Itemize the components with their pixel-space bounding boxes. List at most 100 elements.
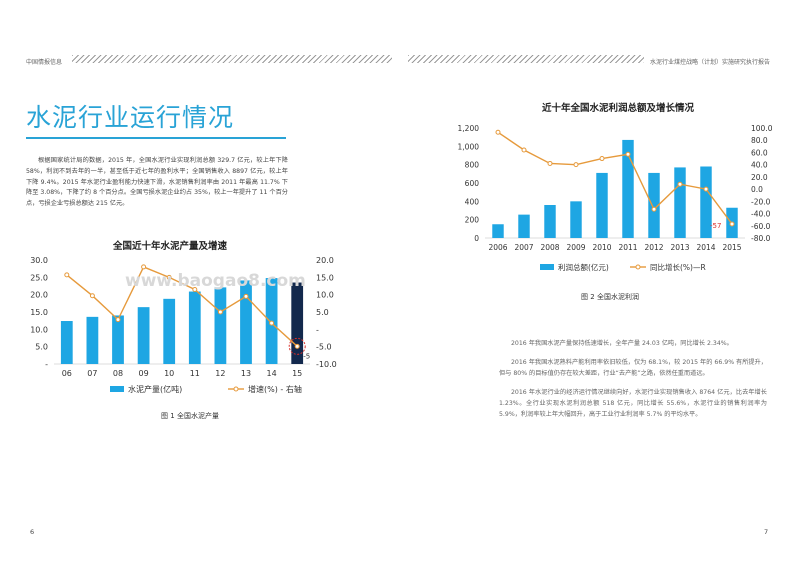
growth-point — [294, 343, 300, 349]
bar — [622, 139, 634, 238]
chart1-production: 30.0 25.0 20.0 15.0 10.0 5.0 - 20.0 15.0 10.0 5.0 -… — [30, 256, 337, 394]
legend-bar-swatch — [110, 386, 124, 392]
category-label: 2008 — [540, 243, 559, 252]
watermark-text: www.baogao8.com — [125, 271, 306, 291]
category-label: 14 — [267, 369, 277, 378]
right-tick-label: 100.0 — [751, 124, 773, 133]
right-tick-label: - — [316, 325, 319, 334]
category-label: 07 — [87, 369, 97, 378]
right-tick-label: -5.0 — [316, 343, 332, 352]
right-paragraph-1: 2016 年我国水泥产量保持低速增长，全年产量 24.03 亿吨，同比增长 2.… — [511, 340, 733, 347]
header-hatch-right — [408, 55, 644, 63]
right-tick-label: 5.0 — [316, 308, 329, 317]
chart2-profit: 1,200 1,000 800 600 400 200 0 100.0 80.0 60.0 40.0… — [458, 124, 773, 272]
category-label: 2015 — [722, 243, 741, 252]
bar — [700, 166, 712, 238]
annotation-label: -5 — [303, 352, 310, 360]
growth-point — [115, 317, 121, 323]
left-tick-label: 600 — [465, 179, 480, 188]
right-paragraph-2: 2016 年我国水泥熟料产能利用率依旧较低，仅为 68.1%，较 2015 年的… — [499, 359, 767, 377]
chart1-title: 全国近十年水泥产量及增速 — [112, 241, 227, 252]
annotation-circle — [288, 337, 306, 355]
right-tick-label: 80.0 — [751, 136, 768, 145]
category-label: 2010 — [592, 243, 611, 252]
category-label: 2013 — [670, 243, 689, 252]
bar — [163, 298, 176, 364]
growth-point — [729, 221, 735, 227]
left-tick-label: 10.0 — [30, 325, 48, 334]
bar — [648, 172, 660, 238]
growth-point — [495, 129, 501, 135]
legend-bar-label: 利润总额(亿元) — [558, 262, 609, 272]
right-tick-label: 20.0 — [751, 173, 768, 182]
intro-paragraph: 根据国家统计局的数据，2015 年，全国水泥行业实现利润总额 329.7 亿元，… — [26, 157, 288, 208]
category-label: 08 — [113, 369, 123, 378]
growth-point — [625, 151, 631, 157]
growth-point — [677, 181, 683, 187]
right-tick-label: 20.0 — [316, 256, 334, 265]
category-label: 11 — [190, 369, 200, 378]
category-label: 2006 — [488, 243, 507, 252]
right-tick-label: 0.0 — [751, 185, 763, 194]
right-tick-label: 10.0 — [316, 291, 334, 300]
right-paragraph-3: 2016 年水泥行业的经济运行情况继续向好，水泥行业实现销售收入 8764 亿元… — [499, 389, 767, 418]
growth-point — [651, 206, 657, 212]
annotation-label: -57 — [710, 222, 721, 230]
category-label: 2009 — [566, 243, 585, 252]
left-tick-label: 1,200 — [458, 124, 480, 133]
header-hatch-left — [72, 55, 392, 63]
bar — [137, 307, 150, 364]
category-label: 06 — [62, 369, 72, 378]
header-left-text: 中国情报信息 — [26, 59, 63, 66]
page-number-left: 6 — [30, 528, 35, 536]
left-tick-label: 1,000 — [458, 142, 480, 151]
left-tick-label: 30.0 — [30, 256, 48, 265]
growth-point — [703, 186, 709, 192]
growth-point — [141, 264, 147, 270]
category-label: 15 — [292, 369, 302, 378]
chart1-caption: 图 1 全国水泥产量 — [161, 412, 219, 420]
bar — [188, 291, 201, 364]
bar — [240, 280, 252, 364]
growth-point — [599, 156, 605, 162]
left-tick-label: 25.0 — [30, 273, 48, 282]
growth-point — [521, 147, 527, 153]
growth-point — [64, 272, 70, 278]
left-tick-label: 200 — [465, 216, 480, 225]
growth-point — [166, 274, 172, 280]
bar — [112, 315, 124, 364]
right-tick-label: -40.0 — [751, 210, 771, 219]
growth-line — [66, 266, 298, 347]
right-tick-label: -10.0 — [316, 360, 337, 369]
legend-line-label: 增速(%) - 右轴 — [248, 384, 302, 394]
bar — [492, 224, 504, 238]
growth-point — [269, 320, 275, 326]
right-tick-label: -60.0 — [751, 222, 771, 231]
bar — [596, 172, 608, 238]
left-tick-label: - — [45, 360, 48, 369]
left-tick-label: 15.0 — [30, 308, 48, 317]
growth-point — [217, 309, 223, 315]
right-tick-label: -20.0 — [751, 197, 771, 206]
left-tick-label: 20.0 — [30, 291, 48, 300]
category-label: 2011 — [618, 243, 637, 252]
bar — [291, 282, 304, 364]
growth-point — [547, 160, 553, 166]
right-tick-label: -80.0 — [751, 234, 771, 243]
title-underline — [26, 137, 286, 139]
growth-point — [243, 293, 249, 299]
right-tick-label: 15.0 — [316, 273, 334, 282]
chart2-title: 近十年全国水泥利润总额及增长情况 — [541, 103, 694, 114]
growth-point — [573, 162, 579, 168]
bar — [518, 214, 530, 238]
bar — [214, 287, 227, 364]
category-label: 2014 — [696, 243, 715, 252]
legend-line-label: 同比增长(%)—R — [650, 262, 706, 272]
bar — [86, 316, 99, 364]
right-tick-label: 60.0 — [751, 148, 768, 157]
legend-bar-swatch — [540, 264, 554, 270]
legend-line-marker — [233, 386, 239, 392]
category-label: 12 — [215, 369, 225, 378]
growth-point — [89, 293, 95, 299]
growth-line — [497, 131, 733, 225]
